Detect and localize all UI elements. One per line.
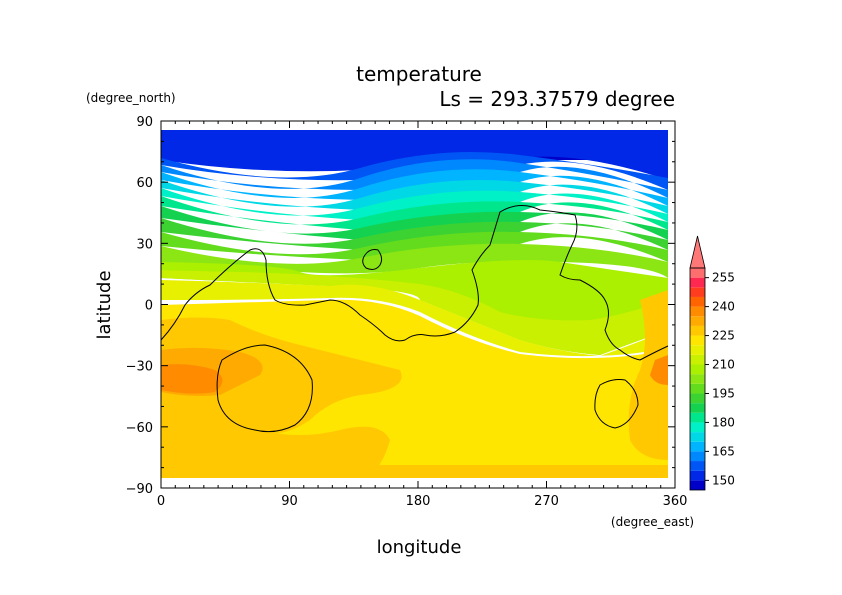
colorbar-swatch	[690, 393, 705, 404]
y-axis-title: latitude	[94, 270, 115, 339]
colorbar-swatch	[690, 364, 705, 375]
band-blue	[161, 130, 668, 180]
y-axis: 90 60 30 0 −30 −60 −90	[126, 115, 675, 497]
band-yellow-green	[161, 231, 668, 262]
colorbar-swatch	[690, 461, 705, 471]
colorbar-swatch	[690, 383, 705, 394]
x-tick-label: 180	[406, 494, 431, 509]
y-tick-label: −30	[126, 360, 153, 375]
colorbar-extend-arrow	[689, 235, 706, 269]
x-unit-label: (degree_east)	[611, 515, 694, 529]
colorbar-swatch	[690, 412, 705, 423]
y-tick-label: −60	[126, 421, 153, 436]
colorbar-swatch	[690, 277, 705, 288]
colorbar: 150 165 180 195 210 225 240 255	[689, 235, 735, 491]
band-green-2	[161, 218, 668, 252]
patch-amber-east	[628, 290, 668, 460]
x-axis: 0 90 180 270 360	[157, 121, 688, 509]
band-green-yellow	[161, 280, 668, 357]
colorbar-label: 150	[712, 473, 735, 487]
colorbar-swatch	[690, 287, 705, 297]
topography-contours	[161, 205, 669, 433]
temperature-field	[161, 121, 675, 488]
x-axis-title: longitude	[377, 537, 462, 558]
colorbar-label: 240	[712, 300, 735, 314]
colorbar-label: 255	[712, 271, 735, 285]
colorbar-swatch	[690, 268, 705, 278]
y-tick-label: 0	[145, 299, 153, 314]
band-yellow-lime	[161, 270, 668, 355]
colorbar-swatch	[690, 422, 705, 433]
colorbar-label: 165	[712, 444, 735, 458]
band-sea-green	[161, 196, 668, 232]
chart-subtitle: Ls = 293.37579 degree	[439, 87, 675, 111]
colorbar-swatch	[690, 480, 705, 490]
x-tick-label: 90	[281, 494, 298, 509]
contour-south-east	[594, 379, 639, 429]
band-aqua	[161, 188, 668, 222]
y-tick-label: −90	[126, 482, 153, 497]
colorbar-swatch	[690, 432, 705, 442]
contour-main	[161, 205, 669, 361]
y-tick-label: 30	[136, 237, 153, 252]
x-tick-label: 360	[663, 494, 688, 509]
colorbar-label: 180	[712, 415, 735, 429]
colorbar-label: 195	[712, 386, 735, 400]
patch-deep-orange	[161, 364, 223, 394]
x-tick-label: 0	[157, 494, 165, 509]
band-amber-south	[161, 465, 668, 478]
colorbar-swatch	[690, 335, 705, 346]
colorbar-swatch	[690, 441, 705, 452]
colorbar-label: 225	[712, 329, 735, 343]
contour-small	[362, 249, 383, 270]
colorbar-swatch	[690, 403, 705, 413]
colorbar-swatch	[690, 374, 705, 384]
patch-amber	[161, 317, 402, 434]
band-green	[161, 206, 668, 242]
colorbar-swatch	[690, 325, 705, 336]
colorbar-swatch	[690, 470, 705, 481]
colorbar-swatch	[690, 354, 705, 365]
colorbar-swatch	[690, 306, 705, 317]
y-tick-label: 60	[136, 176, 153, 191]
colorbar-frame	[689, 267, 706, 491]
chart-title: temperature	[356, 62, 482, 86]
colorbar-swatch	[690, 316, 705, 326]
colorbar-swatch	[690, 296, 705, 307]
colorbar-swatch	[690, 345, 705, 355]
y-tick-label: 90	[136, 115, 153, 130]
contour-south-west	[216, 344, 313, 433]
y-unit-label: (degree_north)	[86, 91, 176, 105]
colorbar-swatch	[690, 451, 705, 462]
colorbar-label: 210	[712, 358, 735, 372]
patch-amber-south	[161, 395, 390, 478]
patch-deep-orange-east	[650, 355, 668, 385]
x-tick-label: 270	[534, 494, 559, 509]
